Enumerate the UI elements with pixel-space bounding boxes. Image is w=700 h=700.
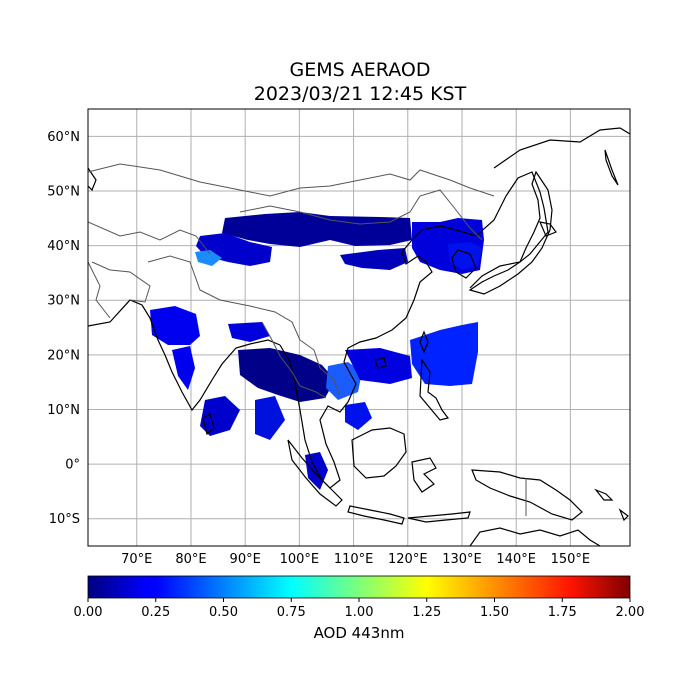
- coastline-india: [88, 299, 281, 412]
- coastline-sumatra: [287, 439, 343, 507]
- border-iran: [88, 261, 111, 319]
- lat-tick-label: 60°N: [47, 130, 80, 145]
- colorbar-gradient: [87, 575, 631, 599]
- colorbar-label: AOD 443nm: [314, 624, 405, 642]
- border-russia-kazakhstan: [88, 163, 495, 197]
- aod-patch-india: [150, 306, 200, 345]
- colorbar-tick-label: 1.75: [548, 605, 577, 620]
- border-thailand-cambodia: [299, 385, 327, 399]
- aod-patch-india-west: [172, 346, 195, 390]
- country-borders: [88, 163, 527, 516]
- lon-tick-label: 80°E: [175, 552, 206, 567]
- gridlines: [88, 109, 630, 546]
- lon-tick-label: 130°E: [442, 552, 482, 567]
- lon-tick-label: 110°E: [334, 552, 374, 567]
- coastline-hainan: [374, 357, 387, 369]
- lat-tick-label: 40°N: [47, 239, 80, 254]
- aod-patch-north-china: [222, 212, 412, 247]
- coastline-japan: [468, 170, 553, 295]
- coastline-indochina: [279, 171, 549, 489]
- lon-tick-label: 120°E: [388, 552, 428, 567]
- lon-tick-label: 90°E: [230, 552, 261, 567]
- coastline-borneo: [351, 427, 407, 479]
- coastline-philippines: [419, 358, 450, 421]
- lat-tick-label: 0°: [65, 458, 80, 473]
- coastline-taiwan: [419, 330, 429, 354]
- aod-patch-taklimakan-edge: [195, 250, 222, 266]
- colorbar-tick-label: 1.50: [480, 605, 509, 620]
- colorbar-ticks: 0.00 0.25 0.50 0.75 1.00 1.25 1.50 1.75 2.00: [74, 598, 645, 620]
- coastline-australia-north: [469, 527, 601, 546]
- title-product: GEMS AERAOD: [289, 59, 431, 81]
- map-frame: [87, 108, 631, 547]
- latitude-tick-labels: 60°N 50°N 40°N 30°N 20°N 10°N 0° 10°S: [47, 130, 80, 527]
- colorbar-tick-label: 0.50: [209, 605, 238, 620]
- lat-tick-label: 10°S: [49, 512, 80, 527]
- border-laos-vietnam: [299, 339, 341, 397]
- colorbar-tick-label: 1.00: [345, 605, 374, 620]
- aod-patch-andaman: [255, 396, 285, 440]
- coastline-new-guinea: [471, 469, 583, 521]
- border-mongolia-china: [239, 189, 483, 241]
- coastline-kamchatka: [604, 149, 619, 186]
- aod-patch-gobi: [340, 248, 408, 270]
- lat-tick-label: 10°N: [47, 403, 80, 418]
- map-area: [87, 108, 631, 547]
- coastline-hokkaido: [538, 221, 557, 237]
- map-title: GEMS AERAOD 2023/03/21 12:45 KST: [0, 58, 700, 106]
- lat-tick-label: 50°N: [47, 184, 80, 199]
- aod-patch-indochina: [238, 348, 335, 402]
- colorbar-tick-label: 1.25: [412, 605, 441, 620]
- coastline-pacific-islands: [594, 488, 629, 522]
- title-datetime: 2023/03/21 12:45 KST: [253, 83, 467, 105]
- coastline-korea: [451, 249, 477, 279]
- colorbar-tick-label: 0.00: [74, 605, 103, 620]
- lon-tick-label: 150°E: [551, 552, 591, 567]
- coastline-kamchatka-north: [493, 127, 630, 169]
- lon-tick-label: 70°E: [121, 552, 152, 567]
- colorbar-tick-label: 0.25: [141, 605, 170, 620]
- coastline-sulawesi: [411, 457, 437, 493]
- lat-tick-label: 20°N: [47, 348, 80, 363]
- aod-patch-bangladesh: [228, 322, 270, 342]
- lat-tick-label: 30°N: [47, 294, 80, 309]
- lon-tick-label: 100°E: [280, 552, 320, 567]
- colorbar-tick-label: 0.75: [277, 605, 306, 620]
- coastline-caspian: [88, 167, 97, 192]
- colorbar: 0.00 0.25 0.50 0.75 1.00 1.25 1.50 1.75 2.00 AOD…: [74, 575, 645, 642]
- lon-tick-label: 140°E: [496, 552, 536, 567]
- aod-patch-south-china-sea: [345, 348, 412, 384]
- coastline-lesser-sunda: [407, 511, 471, 523]
- longitude-tick-labels: 70°E 80°E 90°E 100°E 110°E 120°E 130°E 140°E 150…: [121, 552, 590, 567]
- coastlines: [88, 127, 630, 546]
- border-pakistan-afghan: [91, 261, 151, 303]
- coastline-java: [347, 505, 405, 525]
- aod-patch-borneo-north: [345, 402, 372, 430]
- border-central-asia: [88, 221, 211, 255]
- colorbar-tick-label: 2.00: [616, 605, 645, 620]
- border-china-south-asia: [147, 255, 301, 341]
- coastline-sri-lanka: [202, 413, 215, 436]
- border-myanmar: [261, 321, 301, 387]
- aod-patch-bay-bengal: [200, 396, 240, 436]
